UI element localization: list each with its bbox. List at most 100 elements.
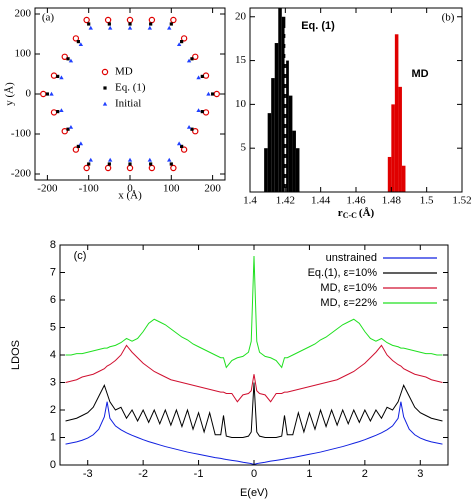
y-tick-label: 6 <box>50 294 56 306</box>
point <box>126 164 134 172</box>
y-tick-label: 8 <box>50 239 56 251</box>
point <box>180 144 184 148</box>
point <box>192 127 199 135</box>
x-tick-label: 1.48 <box>382 195 402 207</box>
plot-area <box>40 16 220 172</box>
panel: -3 -2 -1 0 1 2 3 0 1 2 3 4 5 6 7 8 (c) LDOS E(eV) unstraine… <box>10 239 449 499</box>
y-axis-label: y (Å) <box>4 82 16 106</box>
bar <box>274 43 279 192</box>
point <box>127 157 133 162</box>
point <box>87 162 91 166</box>
y-tick-label: 0 <box>26 88 32 100</box>
panel-label: (b) <box>442 12 455 24</box>
plot-frame <box>34 7 226 181</box>
legend-marker <box>103 86 107 90</box>
bar <box>278 8 282 192</box>
point <box>72 35 80 42</box>
bar <box>281 16 286 192</box>
point <box>190 57 194 61</box>
point <box>176 42 182 46</box>
y-axis-label: LDOS <box>10 340 22 370</box>
point <box>68 125 74 129</box>
legend-label: Eq. (1) <box>115 82 146 94</box>
point <box>104 16 112 24</box>
legend-label: MD, ε=10% <box>320 282 377 294</box>
series-line <box>65 344 443 403</box>
x-axis-label: rC-C (Å) <box>338 207 375 220</box>
x-tick-label: -200 <box>37 183 58 195</box>
point <box>167 157 172 162</box>
legend-marker <box>101 68 109 76</box>
point <box>167 25 172 30</box>
point <box>68 58 74 63</box>
plot-frame <box>59 244 449 466</box>
bar <box>264 148 268 192</box>
bar <box>391 104 395 192</box>
point <box>149 162 153 166</box>
point <box>180 35 188 42</box>
point <box>148 164 156 172</box>
y-tick-label: 0 <box>50 459 56 471</box>
point <box>202 72 210 79</box>
point <box>107 162 111 166</box>
point <box>169 22 173 26</box>
bar <box>292 130 296 192</box>
bar <box>288 95 293 192</box>
x-tick-label: 0 <box>251 468 257 480</box>
x-axis-label: r <box>338 207 343 219</box>
x-tick-label: 1.4 <box>243 195 257 207</box>
point <box>186 125 192 129</box>
point <box>66 57 70 61</box>
series-label: Eq. (1) <box>301 20 335 32</box>
point <box>50 72 58 79</box>
x-tick-label: -1 <box>194 468 204 480</box>
point <box>78 141 84 146</box>
bar <box>401 165 406 192</box>
panel: 1.4 1.42 1.44 1.46 1.48 1.5 1.52 5 10 15 20 (b) rC-C… <box>235 7 472 220</box>
point <box>126 16 134 24</box>
y-tick-label: -200 <box>11 168 32 180</box>
point <box>148 16 156 24</box>
plot-area <box>65 255 443 465</box>
point <box>196 108 201 112</box>
point <box>190 127 194 131</box>
point <box>83 164 90 172</box>
point <box>149 22 153 26</box>
x-axis-label: E(eV) <box>240 487 268 499</box>
point <box>78 42 84 46</box>
point <box>107 25 113 30</box>
point <box>192 53 199 61</box>
y-tick-label: 10 <box>235 98 247 110</box>
y-tick-label: -100 <box>11 128 32 140</box>
point <box>180 40 184 44</box>
point <box>107 22 111 26</box>
panel-label: (c) <box>74 250 87 262</box>
series-label: MD <box>411 68 428 80</box>
legend-label: Eq.(1), ε=10% <box>308 267 378 279</box>
point <box>88 157 93 162</box>
point <box>59 75 64 80</box>
x-tick-label: 2 <box>362 468 368 480</box>
point <box>169 162 173 166</box>
bar <box>295 148 300 192</box>
x-axis-label-unit: (Å) <box>359 207 375 219</box>
legend-label: unstrained <box>326 252 377 264</box>
y-tick-label: 4 <box>50 349 56 361</box>
point <box>213 90 220 98</box>
series-line <box>65 382 443 438</box>
plot-area <box>264 8 406 192</box>
point <box>206 91 211 96</box>
x-tick-label: 200 <box>204 183 221 195</box>
point <box>72 146 80 153</box>
point <box>76 40 80 44</box>
x-tick-label: 100 <box>163 183 180 195</box>
point <box>104 164 112 172</box>
point <box>66 127 70 131</box>
y-tick-label: 5 <box>50 321 56 333</box>
panel-label: (a) <box>42 12 55 24</box>
y-tick-label: 1 <box>50 431 56 443</box>
point <box>49 91 54 96</box>
y-tick-label: 7 <box>50 266 56 278</box>
y-tick-label: 15 <box>235 54 247 66</box>
point <box>127 25 133 30</box>
